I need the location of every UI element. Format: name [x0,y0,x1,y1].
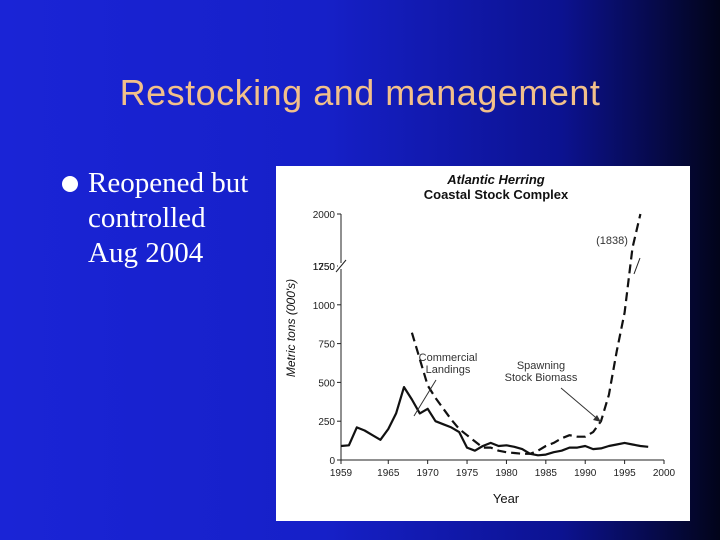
y-tick-label: 0 [329,456,335,467]
x-axis-label: Year [493,491,520,506]
slide-title: Restocking and management [119,72,601,113]
y-tick-label: 1250 [313,262,336,273]
annotation-peak-value: (1838) [596,235,628,247]
chart-subtitle: Coastal Stock Complex [424,187,569,202]
commercial-landings-line [340,386,649,457]
x-tick-label: 1995 [613,468,636,479]
annotation-commercial-landings: Commercial Landings [419,352,478,376]
chart-title: Atlantic Herring [446,172,545,187]
bullet-dot-icon [62,176,78,192]
x-tick-label: 1985 [535,468,558,479]
annotation-arrow [560,387,602,423]
x-tick-label: 1980 [495,468,518,479]
x-tick-label: 1959 [330,468,353,479]
spawning-stock-biomass-line [410,213,642,455]
y-axis-label: Metric tons (000's) [284,279,298,377]
x-tick-label: 1970 [417,468,440,479]
x-tick-label: 1965 [377,468,400,479]
x-tick-label: 2000 [653,468,676,479]
y-tick-label: 1000 [313,301,336,312]
annotation-arrow [413,379,437,417]
chart-panel: Atlantic Herring Coastal Stock Complex M… [276,166,690,521]
x-tick-label: 1990 [574,468,597,479]
axis-break-gap [338,263,346,269]
y-tick-label: 500 [318,378,335,389]
y-tick-label: 2000 [313,210,336,221]
bullet-line: controlled [88,202,206,234]
x-tick-label: 1975 [456,468,479,479]
herring-chart: Atlantic Herring Coastal Stock Complex M… [284,172,676,506]
y-tick-label: 1750 [313,262,336,273]
axis-break-mark [335,259,347,273]
bullet-line: Reopened but [88,167,249,199]
y-tick-label: 750 [318,340,335,351]
annotation-spawning-stock: Spawning Stock Biomass [505,360,578,384]
bullet-text: Reopened but controlled Aug 2004 [88,166,288,271]
bullet-line: Aug 2004 [88,237,204,269]
annotation-arrowhead [593,415,601,422]
y-tick-label: 250 [318,417,335,428]
axis-break-mark [633,257,641,275]
